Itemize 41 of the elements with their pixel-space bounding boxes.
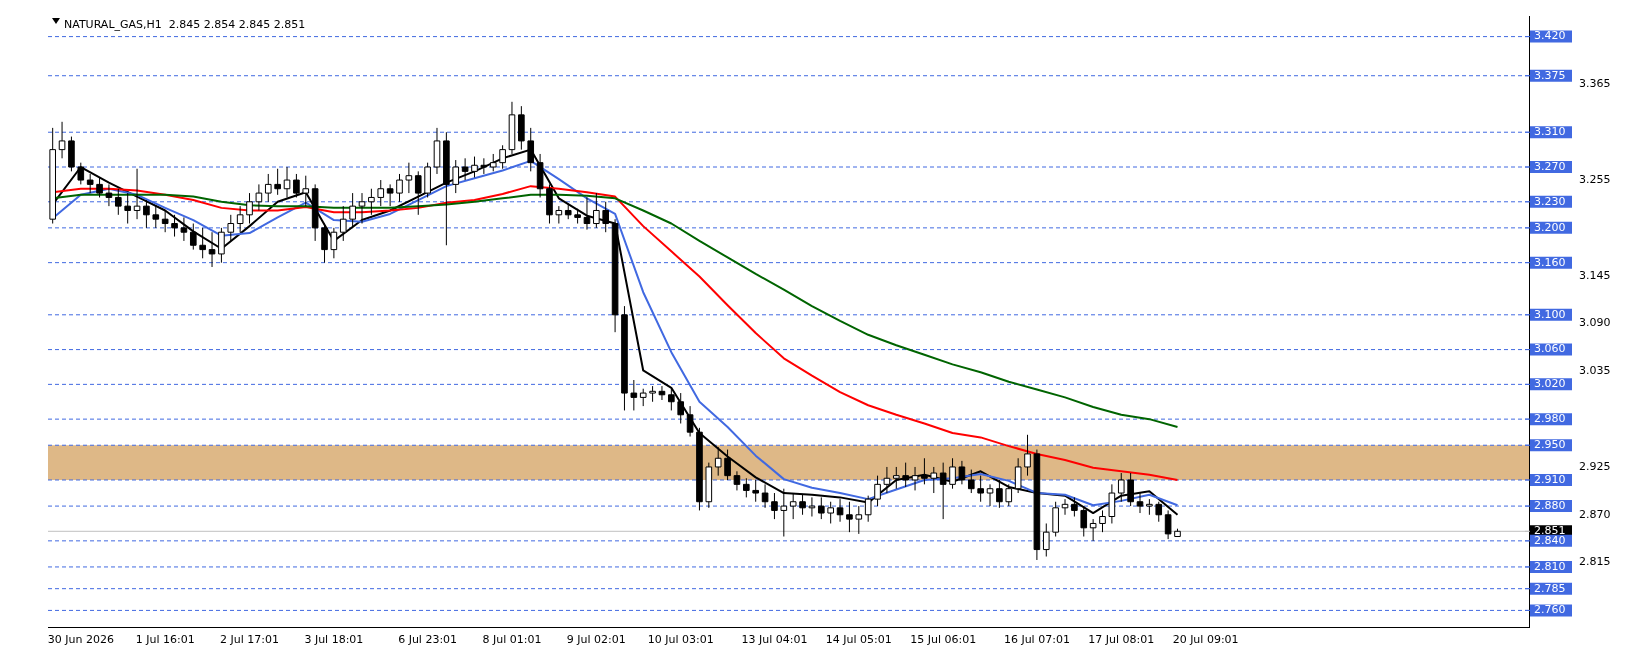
ref-line-label: 3.310 [1534, 125, 1566, 139]
y-tick-label: 3.145 [1579, 268, 1611, 282]
y-tick-label: 3.255 [1579, 172, 1611, 186]
x-tick-label: 15 Jul 06:01 [910, 633, 977, 647]
ref-line-label: 3.060 [1534, 342, 1566, 356]
x-tick-label: 10 Jul 03:01 [647, 633, 714, 647]
y-tick-label: 2.870 [1579, 507, 1611, 521]
ref-line-label: 2.950 [1534, 438, 1566, 452]
x-tick-label: 30 Jun 2026 [47, 633, 114, 647]
y-tick-label: 3.365 [1579, 77, 1611, 91]
chart-title: NATURAL_GAS,H1 2.845 2.854 2.845 2.851 [64, 18, 306, 32]
x-tick-label: 9 Jul 02:01 [566, 633, 626, 647]
x-tick-label: 1 Jul 16:01 [135, 633, 195, 647]
x-tick-label: 6 Jul 23:01 [398, 633, 458, 647]
ref-line-label: 3.200 [1534, 220, 1566, 234]
ref-line-label: 3.420 [1534, 29, 1566, 43]
y-tick-label: 3.035 [1579, 364, 1611, 378]
x-tick-label: 20 Jul 09:01 [1172, 633, 1239, 647]
x-tick-label: 16 Jul 07:01 [1003, 633, 1070, 647]
ref-line-label: 2.760 [1534, 603, 1566, 617]
x-tick-label: 17 Jul 08:01 [1088, 633, 1155, 647]
ref-line-label: 3.375 [1534, 68, 1566, 82]
ref-line-label: 3.020 [1534, 377, 1566, 391]
x-tick-label: 2 Jul 17:01 [220, 633, 280, 647]
ref-line-label: 2.840 [1534, 533, 1566, 547]
x-tick-label: 3 Jul 18:01 [304, 633, 364, 647]
y-tick-label: 2.815 [1579, 555, 1611, 569]
x-tick-label: 8 Jul 01:01 [482, 633, 542, 647]
y-tick-label: 2.925 [1579, 459, 1611, 473]
ref-line-label: 2.810 [1534, 559, 1566, 573]
x-tick-label: 14 Jul 05:01 [825, 633, 892, 647]
ref-line-label: 3.230 [1534, 194, 1566, 208]
ref-line-label: 3.100 [1534, 307, 1566, 321]
x-tick-label: 13 Jul 04:01 [741, 633, 808, 647]
y-tick-label: 3.090 [1579, 316, 1611, 330]
ref-line-label: 2.980 [1534, 412, 1566, 425]
ref-line-label: 3.160 [1534, 255, 1566, 269]
ref-line-label: 2.880 [1534, 498, 1566, 512]
ref-line-label: 2.910 [1534, 472, 1566, 486]
ref-line-label: 2.785 [1534, 581, 1566, 595]
ref-line-label: 3.270 [1534, 159, 1566, 173]
